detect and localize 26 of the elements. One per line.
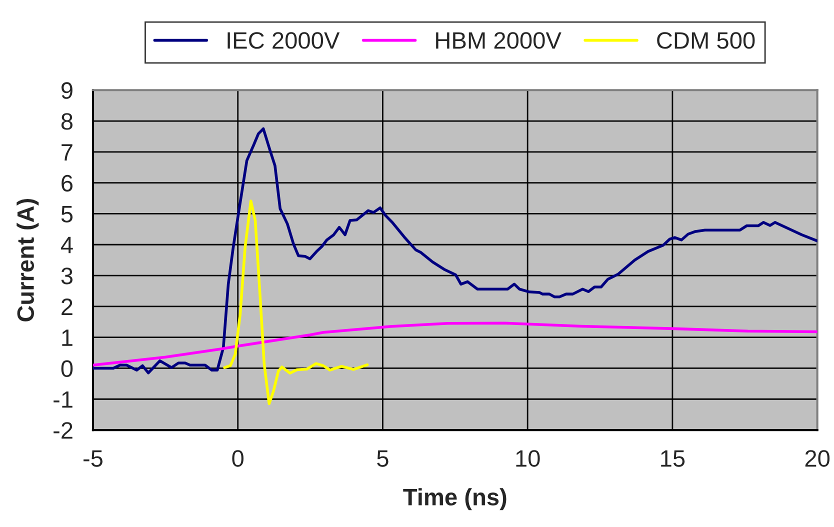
- legend-label: IEC 2000V: [228, 32, 340, 49]
- x-tick-label: 10: [516, 450, 540, 467]
- y-axis-title: Current (A): [16, 198, 39, 322]
- y-tick-label: 8: [61, 113, 73, 130]
- x-tick-label: 5: [377, 450, 388, 467]
- y-tick-label: 5: [61, 206, 73, 223]
- x-tick-label: 0: [232, 450, 244, 467]
- x-axis-title: Time (ns): [403, 488, 506, 510]
- x-tick-label: 15: [661, 450, 685, 467]
- y-tick-label: 1: [62, 330, 72, 346]
- y-tick-label: 7: [62, 144, 72, 160]
- legend-label: HBM 2000V: [436, 32, 562, 49]
- x-tick-label: -5: [84, 450, 102, 467]
- y-tick-label: -1: [54, 391, 72, 408]
- y-tick-label: 9: [62, 82, 72, 99]
- y-tick-label: 2: [62, 298, 72, 315]
- x-tick-label: 20: [805, 450, 830, 467]
- legend-label: CDM 500: [657, 32, 755, 49]
- y-tick-label: 3: [61, 268, 73, 284]
- line-series: [92, 322, 818, 367]
- y-tick-label: -2: [54, 422, 72, 439]
- line-series: [223, 200, 369, 406]
- y-tick-label: 4: [60, 236, 73, 254]
- line-series: [92, 127, 818, 374]
- y-tick-label: 6: [62, 174, 73, 192]
- y-tick-label: 0: [61, 360, 73, 378]
